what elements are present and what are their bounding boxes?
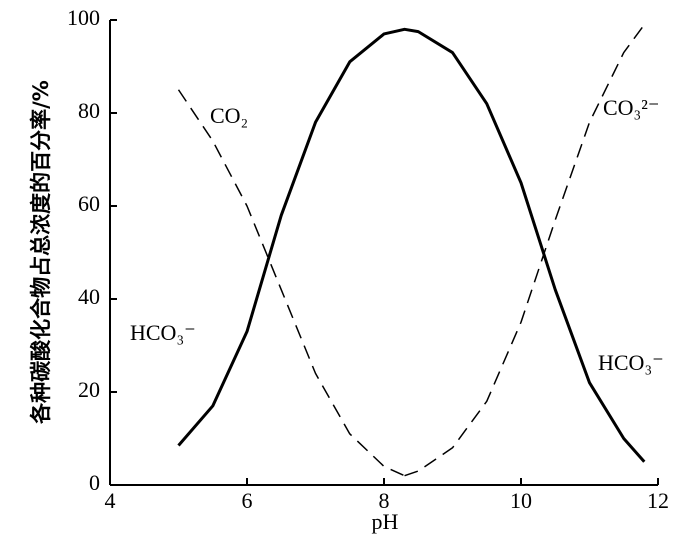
y-tick-label: 20 <box>78 377 100 402</box>
series-label: CO₃²⁻ <box>603 95 659 120</box>
series-line <box>404 24 645 477</box>
x-tick-label: 6 <box>242 488 253 513</box>
y-tick-label: 80 <box>78 98 100 123</box>
y-tick-label: 60 <box>78 191 100 216</box>
series-line <box>177 89 405 477</box>
y-axis-label: 各种碳酸化合物占总浓度的百分率/% <box>29 80 53 425</box>
x-tick-label: 10 <box>510 488 532 513</box>
x-tick-label: 8 <box>379 488 390 513</box>
y-tick-label: 0 <box>89 470 100 495</box>
x-axis-label: pH <box>372 509 399 534</box>
series-line <box>177 27 646 463</box>
series-label: CO₂ <box>210 103 248 128</box>
series-label: HCO₃⁻ <box>130 320 196 345</box>
y-tick-label: 40 <box>78 284 100 309</box>
x-tick-label: 4 <box>105 488 116 513</box>
y-tick-label: 100 <box>67 5 100 30</box>
series-label: HCO₃⁻ <box>598 350 664 375</box>
x-tick-label: 12 <box>647 488 669 513</box>
